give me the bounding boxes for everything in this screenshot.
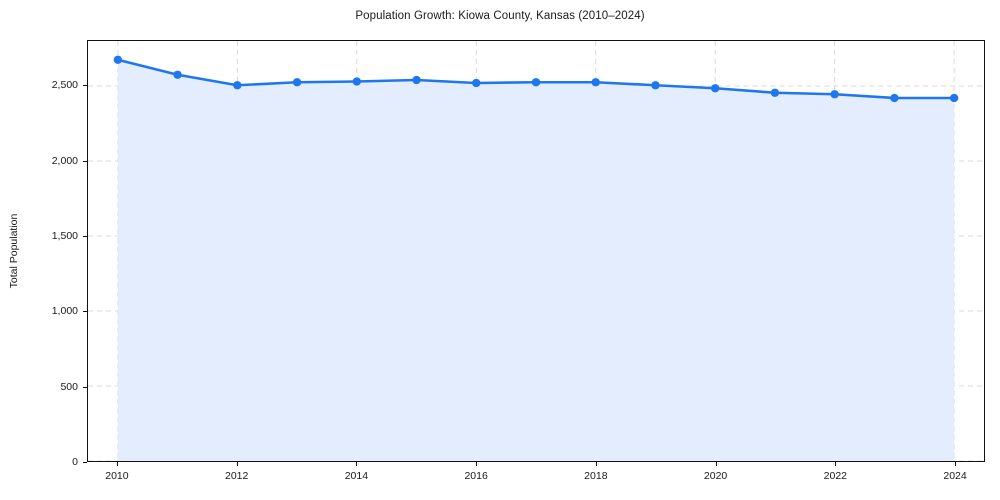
data-point-marker: [949, 93, 959, 103]
data-point-marker: [352, 77, 361, 86]
x-tick-mark: [835, 462, 837, 466]
area-fill: [117, 59, 955, 461]
y-tick-label: 2,500: [51, 79, 78, 92]
x-tick-label: 2012: [224, 470, 249, 482]
y-axis-title: Total Population: [8, 213, 20, 289]
y-tick-label: 2,000: [51, 154, 78, 167]
data-point-marker: [113, 55, 123, 64]
x-tick-label: 2024: [943, 470, 967, 482]
plot-area: [87, 40, 985, 462]
chart-title: Population Growth: Kiowa County, Kansas …: [355, 10, 645, 22]
x-tick-label: 2010: [105, 470, 129, 482]
x-tick-mark: [116, 462, 118, 466]
data-point-marker: [173, 70, 182, 79]
data-point-marker: [651, 81, 660, 90]
data-point-marker: [890, 93, 899, 103]
data-point-marker: [591, 78, 600, 87]
data-point-marker: [292, 78, 302, 87]
x-tick-mark: [595, 462, 597, 466]
x-tick-mark: [236, 462, 238, 466]
y-tick-mark: [83, 462, 87, 463]
x-tick-mark: [715, 462, 717, 466]
series-plot: [113, 55, 959, 461]
y-tick-label: 500: [60, 380, 78, 393]
data-point-marker: [472, 78, 481, 88]
y-tick-label: 0: [72, 456, 78, 468]
data-point-marker: [770, 88, 780, 97]
x-tick-mark: [955, 462, 957, 466]
x-tick-label: 2016: [464, 470, 488, 482]
x-tick-label: 2014: [344, 470, 369, 482]
x-tick-mark: [476, 462, 478, 466]
data-point-marker: [531, 78, 541, 87]
data-point-marker: [412, 75, 421, 85]
x-tick-label: 2018: [584, 470, 608, 482]
y-tick-label: 1,500: [51, 229, 78, 242]
data-point-marker: [830, 90, 839, 99]
data-point-marker: [233, 81, 242, 90]
x-tick-label: 2020: [703, 470, 728, 482]
x-tick-label: 2022: [823, 470, 848, 482]
x-tick-mark: [356, 462, 358, 466]
y-tick-label: 1,000: [51, 305, 78, 318]
data-point-marker: [711, 84, 720, 93]
